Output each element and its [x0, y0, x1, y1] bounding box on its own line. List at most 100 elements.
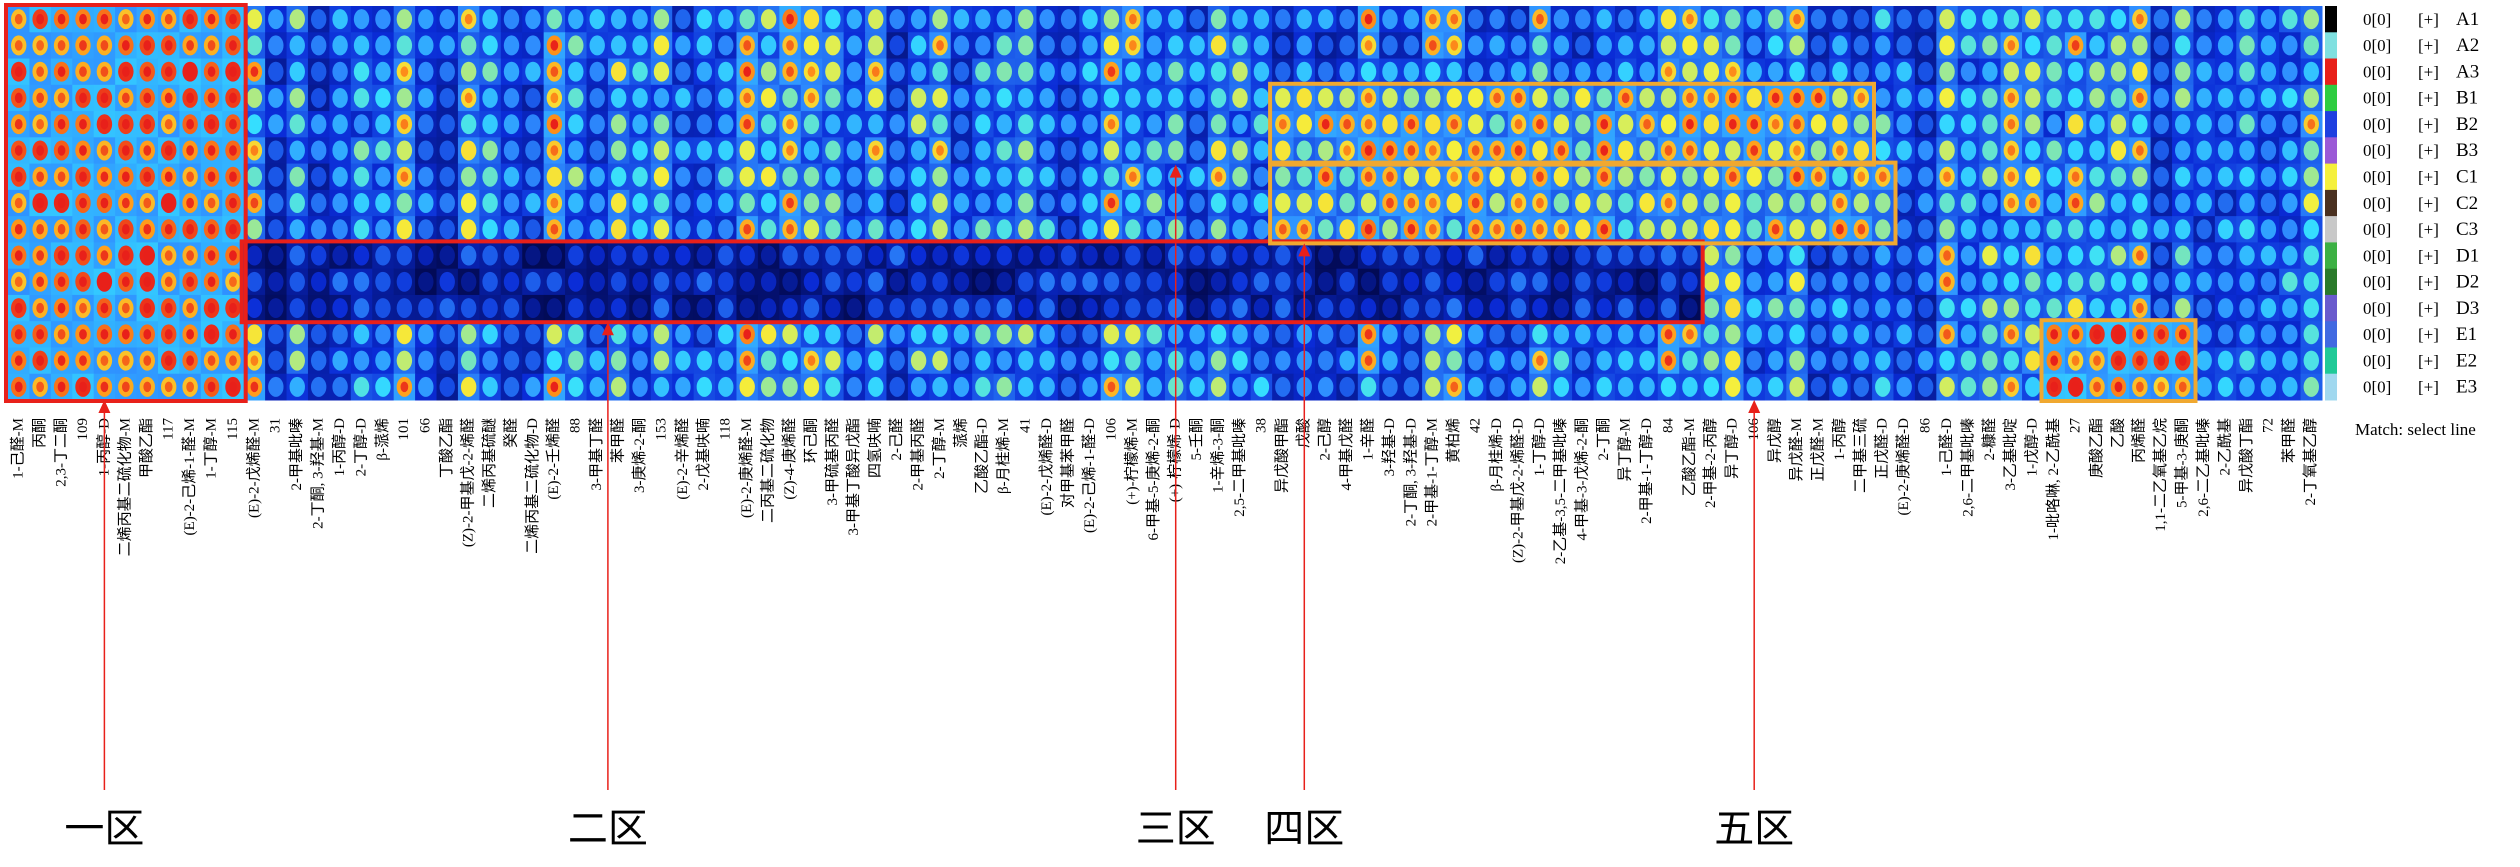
- heatmap-spot: [1853, 245, 1870, 266]
- heatmap-spot: [1982, 245, 1998, 266]
- heatmap-spot: [1125, 140, 1141, 161]
- heatmap-spot: [1317, 35, 1334, 56]
- column-label: (E)-2-庚烯醛-D: [1895, 418, 1912, 516]
- row-toggle[interactable]: [+]: [2418, 141, 2439, 160]
- heatmap-spot: [1296, 61, 1312, 82]
- heatmap-spot: [375, 324, 391, 345]
- heatmap-spot: [1275, 271, 1291, 292]
- heatmap-spot: [2282, 271, 2298, 292]
- heatmap-spot: [482, 61, 498, 82]
- heatmap-spot: [1039, 87, 1055, 108]
- heatmap-spot: [482, 350, 498, 371]
- row-toggle[interactable]: [+]: [2418, 246, 2439, 265]
- heatmap-spot: [975, 298, 991, 319]
- row-toggle[interactable]: [+]: [2418, 299, 2439, 318]
- row-count: 0[0]: [2363, 194, 2391, 213]
- heatmap-spot: [2196, 219, 2212, 240]
- heatmap-spot: [1575, 324, 1591, 345]
- heatmap-spot: [1146, 376, 1163, 397]
- heatmap-spot: [889, 9, 905, 30]
- heatmap-spot: [1575, 114, 1591, 135]
- heatmap-spot: [1639, 61, 1655, 82]
- row-toggle[interactable]: [+]: [2418, 378, 2439, 397]
- row-toggle[interactable]: [+]: [2418, 351, 2439, 370]
- heatmap-spot: [1317, 9, 1334, 30]
- heatmap-spot-core: [1471, 197, 1480, 209]
- heatmap-spot-core: [121, 92, 130, 104]
- heatmap-spot: [846, 114, 863, 135]
- heatmap-spot-core: [79, 145, 87, 156]
- heatmap-spot: [2003, 298, 2020, 319]
- heatmap-spot: [825, 166, 841, 187]
- heatmap-spot: [2196, 193, 2212, 213]
- heatmap-spot-core: [229, 224, 237, 235]
- heatmap-spot: [996, 114, 1013, 135]
- heatmap-spot: [910, 114, 927, 135]
- heatmap-spot: [1189, 324, 1205, 345]
- row-toggle[interactable]: [+]: [2418, 168, 2439, 187]
- row-toggle[interactable]: [+]: [2418, 89, 2439, 108]
- column-label: 2-甲基丙醛: [910, 418, 927, 491]
- heatmap-spot: [289, 61, 305, 82]
- heatmap-spot: [503, 324, 520, 345]
- heatmap-spot: [1875, 193, 1891, 213]
- column-label: 5-壬酮: [1188, 418, 1205, 461]
- heatmap-spot: [1253, 166, 1270, 187]
- heatmap-spot: [2003, 350, 2020, 371]
- heatmap-spot: [2046, 61, 2062, 82]
- heatmap-spot: [460, 61, 477, 82]
- row-toggle[interactable]: [+]: [2418, 115, 2439, 134]
- heatmap-spot: [1832, 245, 1848, 266]
- heatmap-spot: [1532, 140, 1548, 161]
- heatmap-spot: [1617, 219, 1634, 240]
- heatmap-spot: [2025, 298, 2041, 319]
- heatmap-spot: [1832, 376, 1848, 397]
- heatmap-spot: [1146, 324, 1163, 345]
- heatmap-spot: [1446, 193, 1462, 213]
- heatmap-spot: [803, 298, 820, 319]
- heatmap-spot: [996, 61, 1013, 82]
- row-toggle[interactable]: [+]: [2418, 220, 2439, 239]
- heatmap-spot-core: [1728, 66, 1737, 77]
- heatmap-spot: [718, 298, 734, 319]
- heatmap-spot: [1275, 9, 1291, 30]
- heatmap-spot: [1660, 298, 1677, 319]
- heatmap-spot-core: [57, 13, 66, 25]
- heatmap-spot: [1382, 376, 1398, 397]
- heatmap-spot: [975, 219, 991, 240]
- heatmap-spot: [1039, 350, 1055, 371]
- heatmap-spot-core: [14, 92, 23, 104]
- heatmap-spot: [268, 324, 284, 345]
- heatmap-spot-core: [1728, 118, 1737, 130]
- heatmap-spot: [1275, 87, 1291, 108]
- row-toggle[interactable]: [+]: [2418, 36, 2439, 55]
- heatmap-spot: [1060, 114, 1077, 135]
- match-select-line-label[interactable]: Match: select line: [2355, 420, 2476, 439]
- row-toggle[interactable]: [+]: [2418, 62, 2439, 81]
- heatmap-spot-core: [2071, 197, 2080, 209]
- heatmap-spot: [2239, 61, 2255, 82]
- heatmap-spot: [1253, 245, 1270, 266]
- row-toggle[interactable]: [+]: [2418, 10, 2439, 29]
- heatmap-spot: [653, 9, 670, 30]
- row-label: C3: [2456, 219, 2478, 240]
- heatmap-spot: [418, 245, 434, 266]
- heatmap-spot-core: [2178, 381, 2187, 393]
- heatmap-spot: [2282, 376, 2298, 397]
- heatmap-spot: [2239, 376, 2255, 397]
- heatmap-spot: [1875, 298, 1891, 319]
- heatmap-spot-core: [2050, 355, 2059, 366]
- heatmap-spot: [1060, 245, 1077, 266]
- row-toggle[interactable]: [+]: [2418, 194, 2439, 213]
- heatmap-spot: [696, 35, 713, 56]
- heatmap-spot: [653, 298, 670, 319]
- heatmap-spot: [1789, 271, 1805, 292]
- heatmap-spot: [932, 271, 948, 292]
- heatmap-spot: [482, 87, 498, 108]
- row-toggle[interactable]: [+]: [2418, 273, 2439, 292]
- row-toggle[interactable]: [+]: [2418, 325, 2439, 344]
- heatmap-spot: [1189, 298, 1205, 319]
- heatmap-spot: [1832, 61, 1848, 82]
- heatmap-spot: [1853, 324, 1870, 345]
- heatmap-spot: [1682, 271, 1698, 292]
